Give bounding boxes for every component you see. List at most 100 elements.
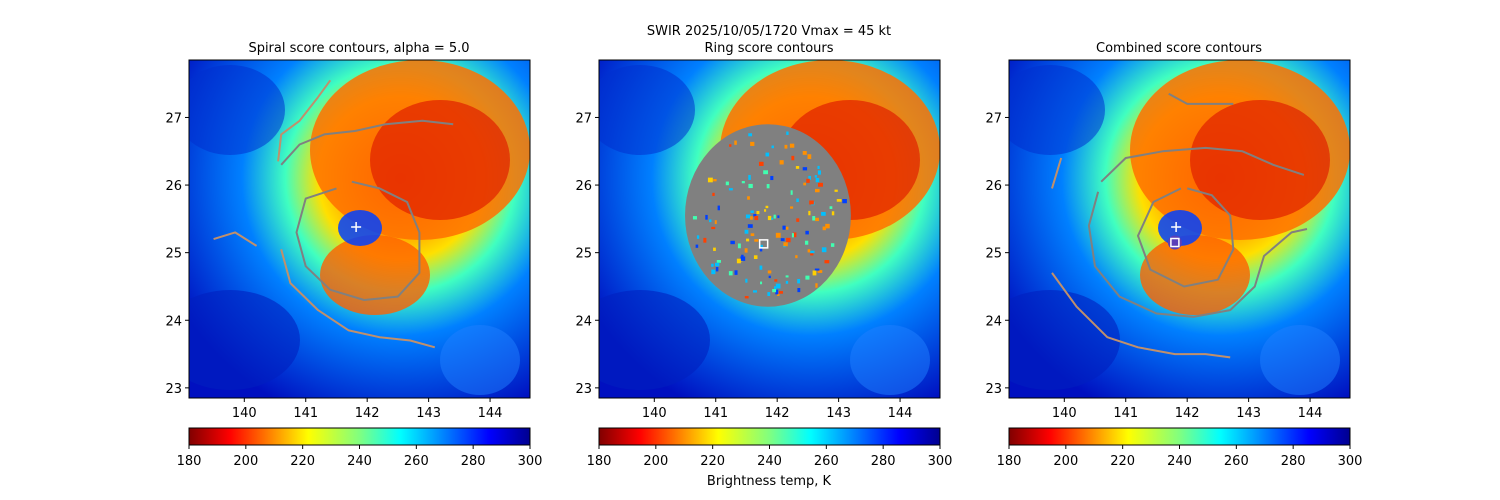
score-speckle	[796, 218, 800, 222]
y-tick-label: 24	[985, 314, 1002, 329]
score-speckle	[812, 270, 817, 276]
marker-layer	[1167, 221, 1182, 250]
colorbar-tick-label: 220	[290, 454, 315, 469]
y-tick-label: 25	[575, 247, 592, 262]
score-speckle	[791, 233, 794, 238]
score-speckle	[745, 214, 751, 219]
marker-layer	[758, 239, 769, 249]
score-speckle	[815, 283, 818, 288]
colorbar-tick-label: 300	[928, 454, 953, 469]
score-speckle	[756, 210, 760, 215]
x-tick-label: 142	[1175, 406, 1200, 421]
y-tick-label: 27	[575, 111, 592, 126]
score-speckle	[802, 167, 808, 171]
x-tick-label: 140	[1052, 406, 1077, 421]
score-speckle	[821, 247, 827, 253]
score-speckle	[770, 175, 774, 181]
colorbar-tick-label: 220	[1110, 454, 1135, 469]
score-speckle	[807, 249, 811, 253]
x-tick-label: 141	[703, 406, 728, 421]
colorbar-tick-label: 260	[404, 454, 429, 469]
score-speckle	[807, 154, 812, 159]
score-speckle	[747, 196, 750, 200]
panel-ring: Ring score contours 140 141 142 143 144 23 24…	[575, 41, 953, 489]
contour-line	[295, 180, 421, 301]
score-speckle	[789, 143, 795, 148]
score-speckle	[736, 258, 741, 264]
colorbar-tick-label: 260	[1224, 454, 1249, 469]
contour-line	[1100, 146, 1305, 183]
combined-center-dot	[1167, 235, 1182, 250]
score-speckle	[765, 152, 770, 157]
score-speckle	[822, 226, 826, 231]
contour-line	[1087, 191, 1308, 318]
x-tick-label: 140	[232, 406, 257, 421]
score-speckle	[730, 240, 735, 245]
score-speckle	[797, 278, 801, 284]
contour-layer	[213, 79, 454, 349]
score-speckle	[810, 250, 815, 253]
score-speckle	[744, 229, 749, 234]
x-tick-label: 140	[642, 406, 667, 421]
score-speckle	[767, 270, 772, 274]
score-speckle	[791, 155, 795, 161]
score-speckle	[734, 270, 738, 275]
colorbar-tick-label: 240	[757, 454, 782, 469]
score-speckle	[773, 214, 776, 219]
contour-line	[1051, 272, 1231, 359]
score-speckle	[786, 131, 789, 135]
contour-line	[277, 79, 332, 162]
score-speckle	[810, 253, 814, 256]
score-speckle	[830, 243, 835, 247]
score-speckle	[741, 181, 745, 184]
score-speckle	[821, 212, 826, 216]
y-tick-label: 27	[985, 111, 1002, 126]
colorbar-tick-label: 240	[1167, 454, 1192, 469]
y-tick-label: 24	[575, 314, 592, 329]
x-tick-label: 141	[1113, 406, 1138, 421]
colorbar-tick-label: 180	[177, 454, 202, 469]
heatmap-image	[599, 60, 940, 398]
score-speckle	[740, 256, 746, 261]
score-speckle	[772, 289, 777, 293]
score-speckle	[748, 133, 753, 137]
score-speckle	[725, 181, 729, 186]
score-speckle	[753, 255, 758, 260]
center-marker	[351, 221, 362, 232]
score-speckle	[834, 189, 838, 192]
score-speckle	[777, 215, 780, 219]
score-speckle	[711, 263, 714, 267]
score-speckle	[815, 177, 820, 183]
score-speckle	[767, 215, 772, 221]
score-speckle	[714, 262, 720, 267]
x-tick-label: 143	[416, 406, 441, 421]
score-speckle	[824, 260, 830, 264]
score-speckle	[754, 239, 759, 242]
y-tick-label: 26	[165, 179, 182, 194]
x-tick-label: 142	[355, 406, 380, 421]
score-speckle	[746, 238, 750, 242]
score-speckle	[782, 225, 786, 230]
score-speckle	[775, 283, 781, 289]
score-speckle	[829, 206, 833, 209]
colorbar-tick-label: 280	[871, 454, 896, 469]
score-speckle	[713, 179, 717, 182]
score-speckle	[790, 206, 794, 209]
score-speckle	[729, 144, 732, 147]
score-speckle	[760, 244, 763, 248]
contour-line	[1051, 157, 1063, 189]
score-speckle	[715, 267, 719, 272]
score-speckle	[744, 295, 749, 299]
score-speckle	[793, 232, 797, 238]
colorbar	[188, 427, 531, 446]
score-speckle	[758, 161, 764, 166]
y-tick-label: 24	[165, 314, 182, 329]
score-speckle	[712, 192, 715, 196]
score-speckle	[750, 141, 755, 146]
ring-score-region	[685, 124, 851, 307]
suptitle: SWIR 2025/10/05/1720 Vmax = 45 kt	[647, 24, 891, 39]
score-speckle	[728, 271, 733, 276]
y-tick-label: 26	[985, 179, 1002, 194]
panel-combined: Combined score contours 140 141 142 143 144 …	[985, 41, 1362, 469]
